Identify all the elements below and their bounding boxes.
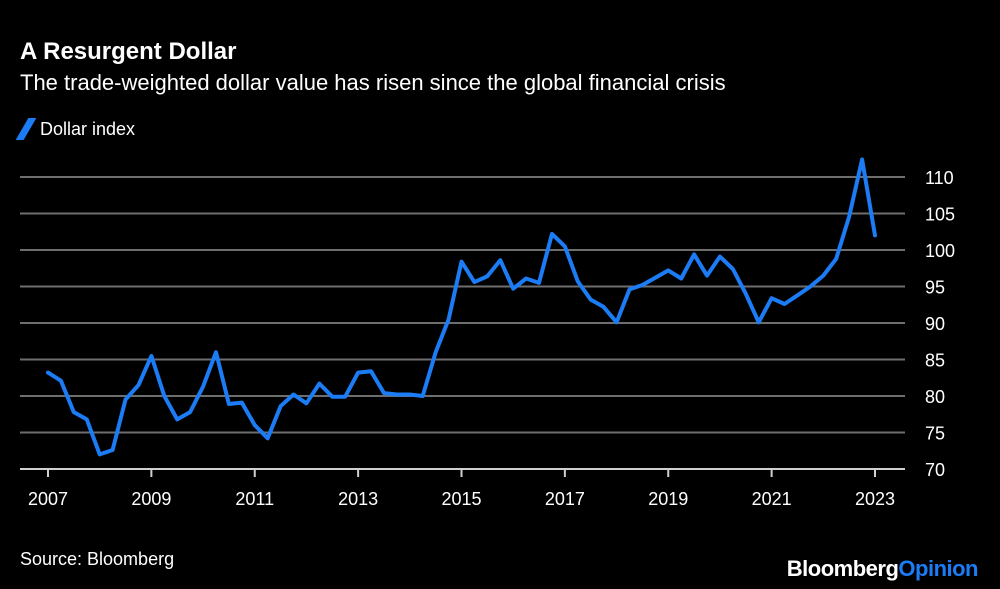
x-tick-label: 2019 — [648, 489, 688, 509]
y-tick-label: 110 — [925, 168, 954, 188]
x-tick-label: 2007 — [28, 489, 68, 509]
y-tick-label: 105 — [925, 205, 955, 225]
chart-title: A Resurgent Dollar — [20, 38, 237, 65]
y-tick-label: 100 — [925, 241, 955, 261]
x-tick-label: 2021 — [752, 489, 792, 509]
x-tick-label: 2013 — [338, 489, 378, 509]
chart-subtitle: The trade-weighted dollar value has rise… — [20, 70, 726, 95]
bloomberg-opinion-logo: BloombergOpinion — [786, 556, 979, 581]
y-tick-label: 85 — [925, 351, 945, 371]
legend-label: Dollar index — [40, 118, 136, 139]
source-note: Source: Bloomberg — [20, 549, 175, 569]
y-tick-label: 90 — [925, 314, 945, 334]
y-tick-label: 80 — [925, 387, 945, 407]
y-tick-label: 95 — [925, 278, 945, 298]
x-tick-label: 2009 — [131, 489, 171, 509]
y-tick-label: 75 — [925, 424, 945, 444]
x-tick-label: 2011 — [235, 489, 274, 509]
series-line-dollar-index — [46, 157, 877, 457]
x-tick-label: 2015 — [441, 489, 481, 509]
legend: Dollar index — [15, 118, 136, 140]
x-tick-label: 2017 — [545, 489, 585, 509]
x-tick-label: 2023 — [855, 489, 895, 509]
y-tick-label: 70 — [925, 460, 945, 480]
